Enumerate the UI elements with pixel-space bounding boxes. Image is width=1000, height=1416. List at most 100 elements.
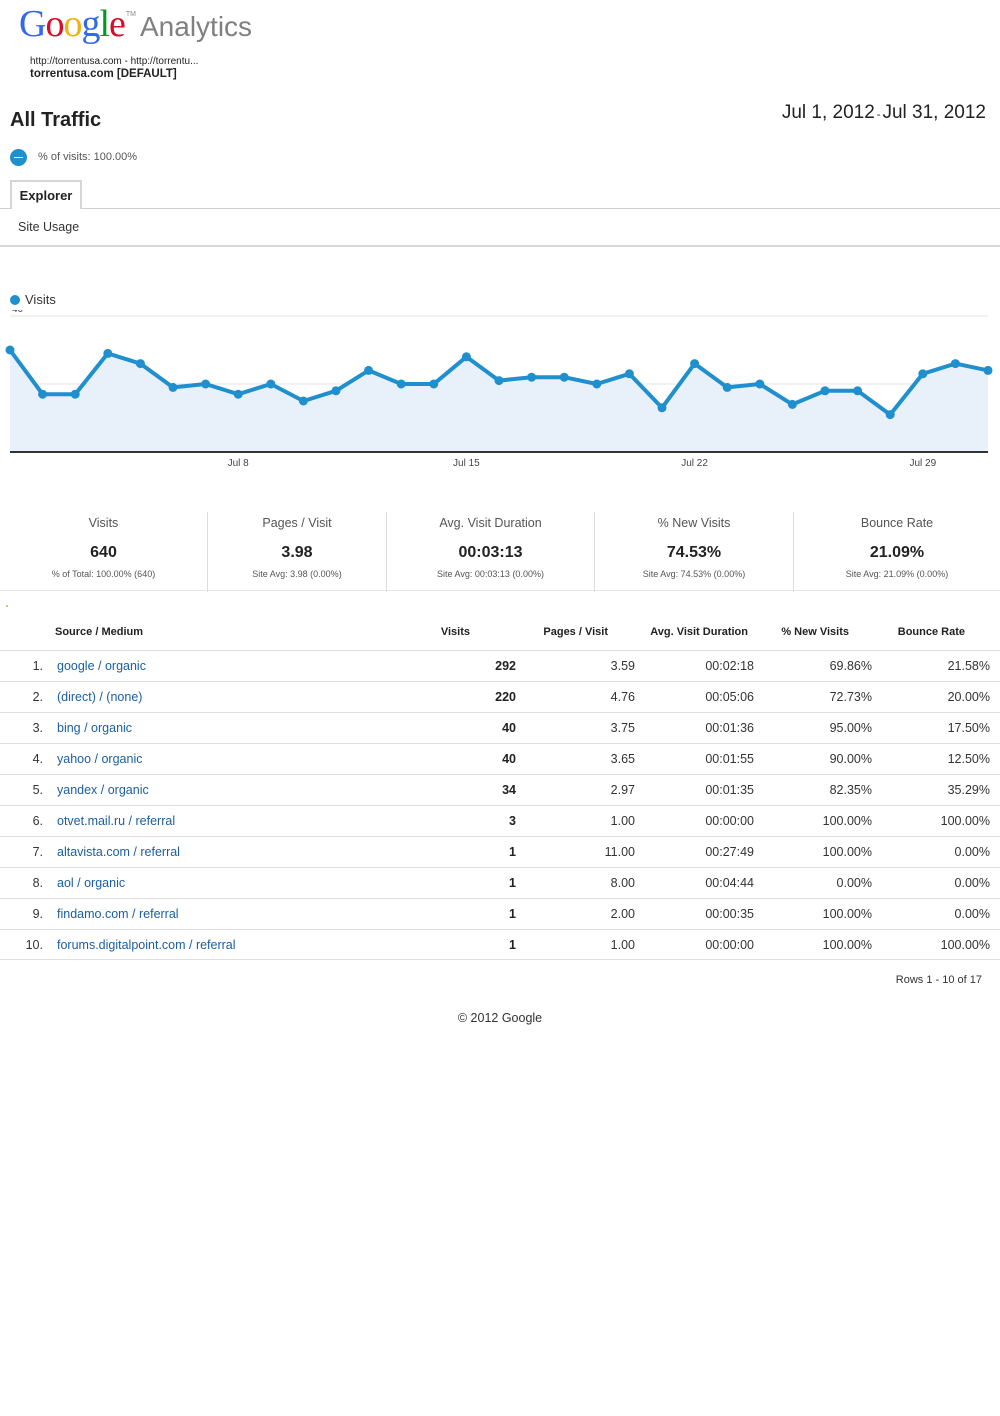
data-point bbox=[331, 386, 341, 396]
duration-cell: 00:04:44 bbox=[705, 876, 754, 890]
row-index: 8. bbox=[32, 876, 43, 890]
data-point bbox=[364, 365, 374, 375]
scorecard-label: Visits bbox=[88, 516, 119, 530]
pages-per-visit-cell: 1.00 bbox=[610, 814, 635, 828]
source-medium-link[interactable]: yandex / organic bbox=[57, 783, 149, 797]
data-point bbox=[266, 379, 276, 389]
date-separator: - bbox=[876, 109, 881, 121]
decorative-mark bbox=[6, 605, 8, 607]
scorecard-label: % New Visits bbox=[657, 516, 731, 530]
source-medium-link[interactable]: google / organic bbox=[57, 659, 146, 673]
legend-label: Visits bbox=[25, 292, 56, 307]
duration-cell: 00:01:55 bbox=[705, 752, 754, 766]
visits-cell: 1 bbox=[509, 938, 516, 952]
scorecards-divider bbox=[0, 590, 1000, 591]
scorecard-value: 640 bbox=[90, 544, 117, 561]
source-medium-link[interactable]: forums.digitalpoint.com / referral bbox=[57, 938, 236, 952]
col-header-bounce-rate[interactable]: Bounce Rate bbox=[897, 626, 965, 638]
bounce-rate-cell: 17.50% bbox=[947, 721, 990, 735]
source-medium-link[interactable]: otvet.mail.ru / referral bbox=[57, 814, 176, 828]
data-point bbox=[70, 389, 80, 399]
legend-dot-icon bbox=[10, 294, 20, 305]
profile-name: torrentusa.com [DEFAULT] bbox=[30, 68, 177, 80]
data-point bbox=[461, 352, 471, 362]
bounce-rate-cell: 0.00% bbox=[954, 876, 990, 890]
x-tick-label: Jul 29 bbox=[909, 458, 936, 469]
date-start: Jul 1, 2012 bbox=[781, 102, 875, 123]
logo-letter: o bbox=[63, 3, 82, 45]
data-point bbox=[233, 389, 243, 399]
duration-cell: 00:00:35 bbox=[705, 907, 754, 921]
logo-product-name: Analytics bbox=[140, 11, 253, 42]
row-index: 1. bbox=[32, 659, 43, 673]
account-url: http://torrentusa.com - http://torrentu.… bbox=[30, 56, 199, 67]
col-header-source-medium[interactable]: Source / Medium bbox=[55, 626, 144, 638]
data-point bbox=[755, 379, 765, 389]
duration-cell: 00:05:06 bbox=[705, 690, 754, 704]
segment-indicator: % of visits: 100.00% bbox=[10, 148, 137, 166]
scorecard-value: 21.09% bbox=[869, 544, 925, 561]
table-row: 2. (direct) / (none) 220 4.76 00:05:06 7… bbox=[0, 681, 1000, 712]
data-point bbox=[201, 379, 211, 389]
duration-cell: 00:00:00 bbox=[705, 814, 754, 828]
segment-label: % of visits: 100.00% bbox=[38, 151, 138, 163]
new-visits-cell: 69.86% bbox=[829, 659, 872, 673]
col-header-pages-per-visit[interactable]: Pages / Visit bbox=[543, 626, 608, 638]
duration-cell: 00:00:00 bbox=[705, 938, 754, 952]
source-medium-link[interactable]: yahoo / organic bbox=[57, 752, 143, 766]
bounce-rate-cell: 35.29% bbox=[947, 783, 990, 797]
page-title: All Traffic bbox=[10, 109, 102, 131]
table-row: 4. yahoo / organic 40 3.65 00:01:55 90.0… bbox=[0, 743, 1000, 774]
pages-per-visit-cell: 8.00 bbox=[610, 876, 635, 890]
col-header-new-visits[interactable]: % New Visits bbox=[781, 626, 849, 638]
col-header-avg-visit-duration[interactable]: Avg. Visit Duration bbox=[650, 626, 748, 638]
source-medium-link[interactable]: aol / organic bbox=[57, 876, 126, 890]
duration-cell: 00:27:49 bbox=[705, 845, 754, 859]
data-point bbox=[624, 369, 634, 379]
google-analytics-logo: Google TM Analytics bbox=[19, 2, 253, 45]
subtab-divider bbox=[0, 245, 1000, 247]
series-area-fill bbox=[10, 350, 988, 452]
date-range[interactable]: Jul 1, 2012- Jul 31, 2012 bbox=[782, 102, 986, 124]
table-row: 8. aol / organic 1 8.00 00:04:44 0.00% 0… bbox=[0, 867, 1000, 898]
pages-per-visit-cell: 2.00 bbox=[610, 907, 635, 921]
scorecard-label: Avg. Visit Duration bbox=[439, 516, 542, 530]
scorecard-label: Bounce Rate bbox=[860, 516, 934, 530]
bounce-rate-cell: 100.00% bbox=[940, 814, 990, 828]
duration-cell: 00:02:18 bbox=[705, 659, 754, 673]
new-visits-cell: 100.00% bbox=[822, 845, 872, 859]
scorecard-value: 3.98 bbox=[281, 544, 313, 561]
col-header-visits[interactable]: Visits bbox=[440, 626, 470, 638]
data-point bbox=[103, 348, 113, 358]
duration-cell: 00:01:36 bbox=[705, 721, 754, 735]
row-index: 10. bbox=[25, 938, 43, 952]
scorecard-value: 00:03:13 bbox=[458, 544, 523, 561]
pages-per-visit-cell: 3.59 bbox=[610, 659, 635, 673]
source-medium-link[interactable]: altavista.com / referral bbox=[57, 845, 180, 859]
data-point bbox=[135, 359, 145, 369]
visits-cell: 34 bbox=[502, 783, 516, 797]
pages-per-visit-cell: 11.00 bbox=[604, 845, 635, 859]
scorecard-subtext: Site Avg: 74.53% (0.00%) bbox=[642, 569, 746, 579]
data-point bbox=[429, 379, 439, 389]
logo-letter: o bbox=[45, 3, 64, 45]
row-index: 2. bbox=[32, 690, 43, 704]
source-medium-link[interactable]: findamo.com / referral bbox=[57, 907, 179, 921]
logo-letter: G bbox=[19, 3, 46, 45]
data-point bbox=[983, 365, 993, 375]
visits-cell: 1 bbox=[509, 907, 516, 921]
row-index: 9. bbox=[32, 907, 43, 921]
data-point bbox=[885, 410, 895, 420]
tab-explorer[interactable]: Explorer bbox=[10, 180, 82, 209]
x-tick-label: Jul 22 bbox=[681, 458, 708, 469]
table-row: 10. forums.digitalpoint.com / referral 1… bbox=[0, 929, 1000, 960]
new-visits-cell: 90.00% bbox=[829, 752, 872, 766]
scorecard-value: 74.53% bbox=[666, 544, 722, 561]
table-row: 9. findamo.com / referral 1 2.00 00:00:3… bbox=[0, 898, 1000, 929]
source-medium-link[interactable]: bing / organic bbox=[57, 721, 133, 735]
subtab-site-usage[interactable]: Site Usage bbox=[18, 220, 80, 234]
new-visits-cell: 100.00% bbox=[822, 907, 872, 921]
source-medium-link[interactable]: (direct) / (none) bbox=[57, 690, 143, 704]
data-point bbox=[787, 399, 797, 409]
x-tick-label: Jul 8 bbox=[228, 458, 250, 469]
